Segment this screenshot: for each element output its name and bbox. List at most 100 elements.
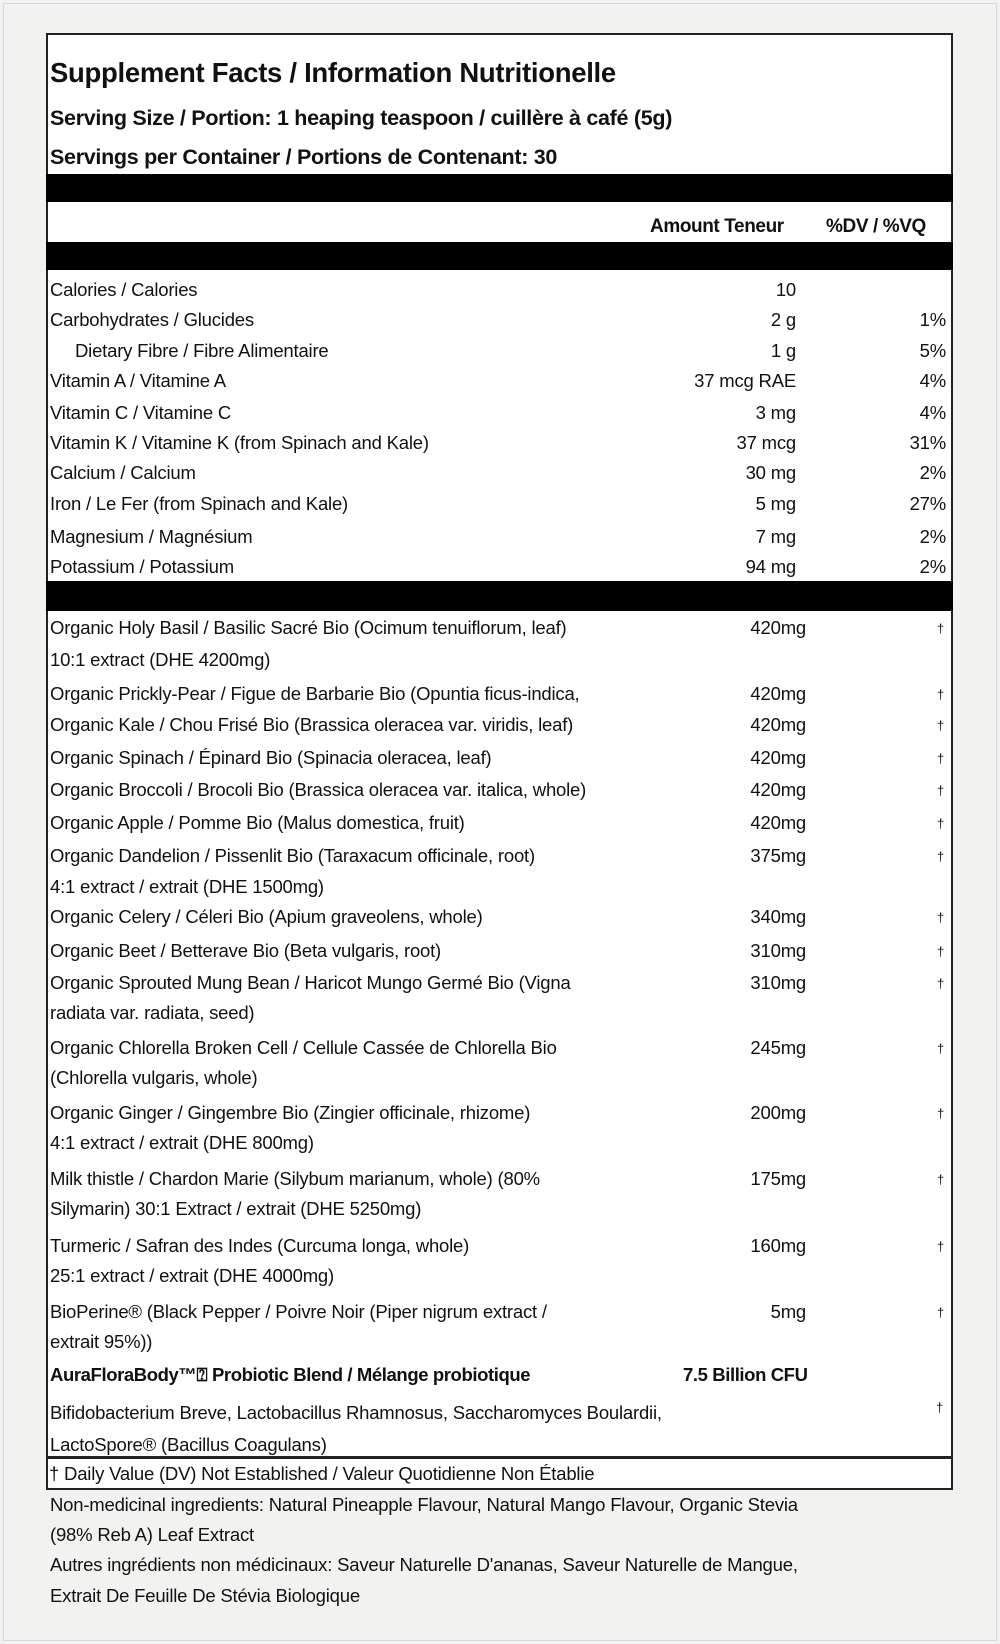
nutrient-amount: 30 mg	[745, 462, 797, 483]
nutrient-name: Carbohydrates / Glucides	[50, 309, 254, 330]
footnote-divider	[46, 1456, 953, 1459]
ingredient-name-line: 25:1 extract / extrait (DHE 4000mg)	[50, 1265, 334, 1286]
nutrient-name: Magnesium / Magnésium	[50, 526, 253, 547]
ingredient-amount: 420mg	[750, 617, 806, 638]
dv-column-header: %DV / %VQ	[826, 216, 926, 237]
nutrient-name: Iron / Le Fer (from Spinach and Kale)	[50, 493, 348, 514]
nutrient-amount: 10	[775, 279, 796, 300]
ingredient-name-line: Organic Holy Basil / Basilic Sacré Bio (…	[50, 617, 567, 638]
dagger-mark: †	[937, 718, 945, 733]
dagger-mark: †	[937, 816, 945, 831]
nutrient-dv: 4%	[919, 370, 947, 391]
nutrient-amount: 37 mcg RAE	[694, 370, 796, 391]
dagger-mark: †	[937, 849, 945, 864]
probiotic-amount: 7.5 Billion CFU	[683, 1364, 808, 1385]
probiotic-strains-line: Bifidobacterium Breve, Lactobacillus Rha…	[50, 1402, 662, 1423]
ingredient-name-line: Organic Dandelion / Pissenlit Bio (Tarax…	[50, 845, 535, 866]
ingredient-name-line: Organic Celery / Céleri Bio (Apium grave…	[50, 906, 483, 927]
ingredient-amount: 420mg	[750, 812, 806, 833]
nutrient-amount: 2 g	[770, 309, 796, 330]
ingredient-amount: 420mg	[750, 683, 806, 704]
nutrient-dv: 27%	[909, 493, 947, 514]
non-medicinal-line: Autres ingrédients non médicinaux: Saveu…	[50, 1554, 798, 1575]
nutrient-dv: 2%	[919, 462, 947, 483]
nutrient-name: Calcium / Calcium	[50, 462, 196, 483]
nutrient-amount: 94 mg	[745, 556, 797, 577]
nutrient-amount: 1 g	[770, 340, 796, 361]
nutrient-name: Calories / Calories	[50, 279, 198, 300]
ingredient-amount: 200mg	[750, 1102, 806, 1123]
nutrient-dv: 4%	[919, 402, 947, 423]
non-medicinal-line: Extrait De Feuille De Stévia Biologique	[50, 1585, 360, 1606]
divider-bar	[46, 242, 953, 270]
servings-per-container: Servings per Container / Portions de Con…	[50, 145, 558, 169]
amount-column-header: Amount Teneur	[650, 216, 784, 237]
ingredient-name-line: Silymarin) 30:1 Extract / extrait (DHE 5…	[50, 1198, 422, 1219]
nutrient-dv: 5%	[919, 340, 947, 361]
nutrient-dv	[860, 278, 946, 302]
ingredient-amount: 310mg	[750, 940, 806, 961]
dagger-mark: †	[937, 783, 945, 798]
nutrient-dv: 2%	[919, 526, 947, 547]
probiotic-strains-line: LactoSpore® (Bacillus Coagulans)	[50, 1434, 327, 1455]
dagger-mark: †	[936, 1400, 944, 1415]
ingredient-amount: 5mg	[770, 1301, 807, 1322]
probiotic-name: AuraFloraBody™⍰ Probiotic Blend / Mélang…	[50, 1364, 531, 1385]
dagger-mark: †	[937, 687, 945, 702]
ingredient-amount: 340mg	[750, 906, 806, 927]
ingredient-name-line: extrait 95%))	[50, 1331, 153, 1352]
ingredient-name-line: 10:1 extract (DHE 4200mg)	[50, 649, 271, 670]
ingredient-amount: 160mg	[750, 1235, 806, 1256]
dagger-mark: †	[937, 1172, 945, 1187]
dagger-mark: †	[937, 621, 945, 636]
nutrient-name: Vitamin K / Vitamine K (from Spinach and…	[50, 432, 429, 453]
non-medicinal-line: (98% Reb A) Leaf Extract	[50, 1524, 254, 1545]
serving-size: Serving Size / Portion: 1 heaping teaspo…	[50, 106, 673, 130]
ingredient-name-line: Turmeric / Safran des Indes (Curcuma lon…	[50, 1235, 470, 1256]
non-medicinal-line: Non-medicinal ingredients: Natural Pinea…	[50, 1494, 798, 1515]
ingredient-amount: 420mg	[750, 779, 806, 800]
ingredient-name-line: Organic Prickly-Pear / Figue de Barbarie…	[50, 683, 580, 704]
ingredient-amount: 175mg	[750, 1168, 806, 1189]
nutrient-name: Vitamin C / Vitamine C	[50, 402, 232, 423]
nutrient-name: Vitamin A / Vitamine A	[50, 370, 226, 391]
dagger-mark: †	[937, 976, 945, 991]
nutrient-dv: 1%	[919, 309, 947, 330]
ingredient-amount: 245mg	[750, 1037, 806, 1058]
ingredient-name-line: Organic Sprouted Mung Bean / Haricot Mun…	[50, 972, 571, 993]
ingredient-name-line: Organic Apple / Pomme Bio (Malus domesti…	[50, 812, 465, 833]
nutrient-name: Potassium / Potassium	[50, 556, 234, 577]
nutrient-amount: 7 mg	[755, 526, 797, 547]
ingredient-name-line: Milk thistle / Chardon Marie (Silybum ma…	[50, 1168, 540, 1189]
divider-bar	[46, 581, 953, 611]
dagger-mark: †	[937, 1305, 945, 1320]
dagger-mark: †	[937, 1239, 945, 1254]
ingredient-amount: 420mg	[750, 747, 806, 768]
footnote: † Daily Value (DV) Not Established / Val…	[49, 1463, 595, 1484]
dagger-mark: †	[937, 1106, 945, 1121]
ingredient-name-line: Organic Chlorella Broken Cell / Cellule …	[50, 1037, 557, 1058]
nutrient-amount: 3 mg	[755, 402, 797, 423]
ingredient-name-line: radiata var. radiata, seed)	[50, 1002, 255, 1023]
ingredient-name-line: 4:1 extract / extrait (DHE 1500mg)	[50, 876, 324, 897]
panel-title: Supplement Facts / Information Nutrition…	[50, 57, 616, 88]
divider-bar	[46, 174, 953, 202]
supplement-facts-panel	[46, 33, 953, 1490]
ingredient-amount: 420mg	[750, 714, 806, 735]
ingredient-name-line: Organic Kale / Chou Frisé Bio (Brassica …	[50, 714, 574, 735]
dagger-mark: †	[937, 944, 945, 959]
dagger-mark: †	[937, 910, 945, 925]
nutrient-amount: 5 mg	[755, 493, 797, 514]
ingredient-name-line: Organic Broccoli / Brocoli Bio (Brassica…	[50, 779, 587, 800]
nutrient-name: Dietary Fibre / Fibre Alimentaire	[75, 340, 329, 361]
ingredient-name-line: 4:1 extract / extrait (DHE 800mg)	[50, 1132, 314, 1153]
nutrient-amount: 37 mcg	[736, 432, 797, 453]
dagger-mark: †	[937, 751, 945, 766]
dagger-mark: †	[937, 1041, 945, 1056]
ingredient-name-line: BioPerine® (Black Pepper / Poivre Noir (…	[50, 1301, 547, 1322]
nutrient-dv: 2%	[919, 556, 947, 577]
ingredient-name-line: (Chlorella vulgaris, whole)	[50, 1067, 258, 1088]
ingredient-amount: 375mg	[750, 845, 806, 866]
nutrient-dv: 31%	[909, 432, 947, 453]
ingredient-name-line: Organic Ginger / Gingembre Bio (Zingier …	[50, 1102, 531, 1123]
